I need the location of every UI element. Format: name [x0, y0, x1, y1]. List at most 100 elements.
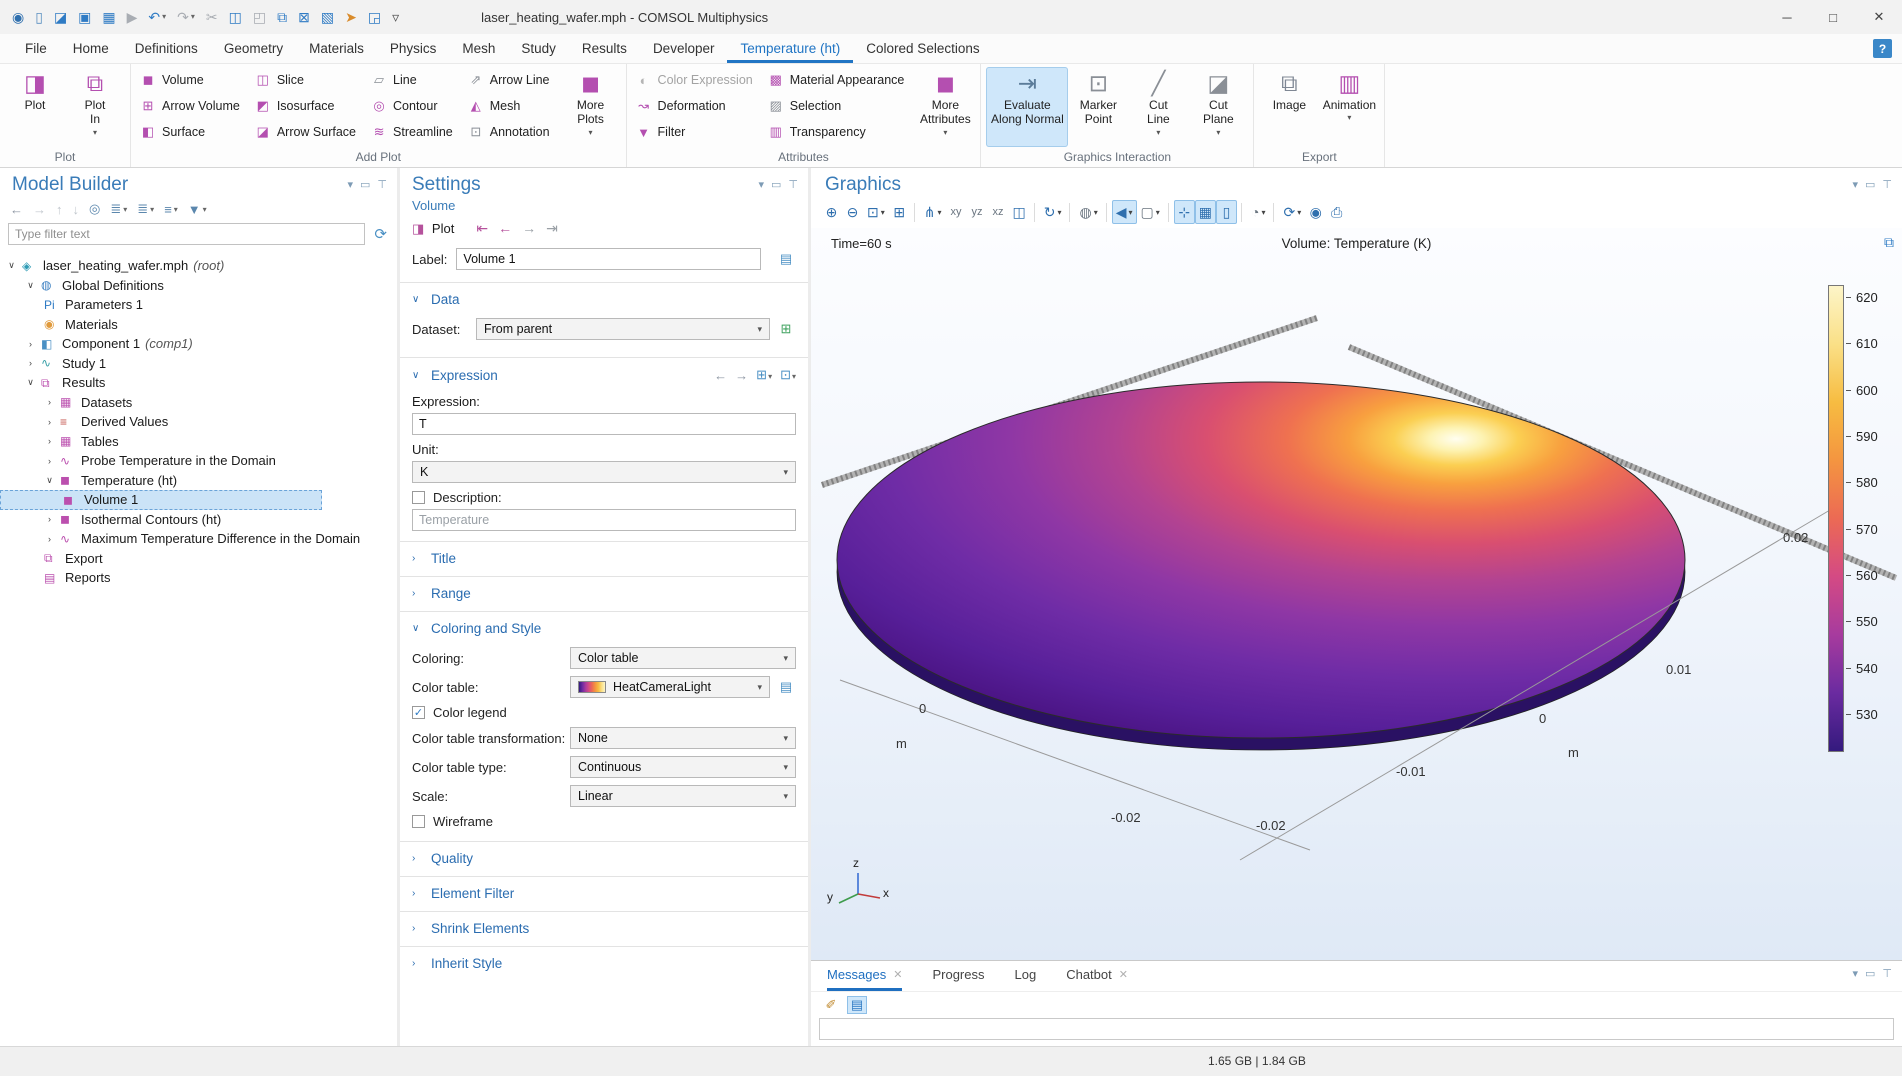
- ribbon-button-cut-line[interactable]: ╱ Cut Line ▾: [1128, 67, 1188, 147]
- plot-button[interactable]: ◨ Plot: [412, 221, 454, 237]
- menu-tab-study[interactable]: Study: [508, 34, 569, 63]
- tree-item-temperature-ht[interactable]: ∨ ◼ Temperature (ht): [0, 471, 322, 491]
- graphics-toolbar-button-zoom-out-icon[interactable]: ⊖: [842, 200, 863, 224]
- graphics-toolbar-button-view-xz-icon[interactable]: xz: [988, 200, 1009, 224]
- menu-tab-file[interactable]: File: [12, 34, 60, 63]
- expression-toolbar-button-prev-expression-icon[interactable]: ←: [714, 368, 727, 383]
- qat-button-comsol-logo-icon[interactable]: ◉: [12, 10, 24, 24]
- tree-item-global-definitions[interactable]: ∨ ◍ Global Definitions: [0, 276, 322, 296]
- window-button-maximize-icon[interactable]: □: [1810, 0, 1856, 34]
- menu-tab-results[interactable]: Results: [569, 34, 640, 63]
- tree-item-volume-1[interactable]: ◼ Volume 1: [0, 490, 322, 510]
- edit-color-table-icon[interactable]: ▤: [776, 677, 796, 697]
- panel-float-icon[interactable]: ▭: [1865, 180, 1875, 191]
- next-plot-icon[interactable]: →: [522, 220, 536, 237]
- qat-button-select-box-icon[interactable]: ▧: [321, 10, 334, 24]
- graphics-toolbar-button-transparency-cube-icon[interactable]: ▢▾: [1137, 200, 1164, 224]
- tree-item-derived-values[interactable]: › ≡ Derived Values: [0, 412, 322, 432]
- graphics-toolbar-button-go-to-view-icon[interactable]: ⋔▾: [920, 200, 946, 224]
- tree-filter-input[interactable]: [8, 223, 365, 245]
- qat-button-copy-icon[interactable]: ◫: [229, 10, 242, 24]
- unit-select[interactable]: K ▾: [412, 461, 796, 483]
- ribbon-button-arrow-line[interactable]: ⇗ Arrow Line: [464, 67, 559, 93]
- qat-button-toolbar-overflow-icon[interactable]: ▿: [392, 10, 399, 24]
- window-button-minimize-icon[interactable]: ─: [1764, 0, 1810, 34]
- ribbon-button-streamline[interactable]: ≋ Streamline: [367, 119, 462, 145]
- tree-item-probe-temperature-in-the-domain[interactable]: › ∿ Probe Temperature in the Domain: [0, 451, 322, 471]
- ribbon-button-material-appearance[interactable]: ▩ Material Appearance: [764, 67, 914, 93]
- plot-window-icon[interactable]: ⧉: [1884, 234, 1894, 251]
- tree-item-reports[interactable]: ▤ Reports: [0, 568, 322, 588]
- ribbon-button-isosurface[interactable]: ◩ Isosurface: [251, 93, 365, 119]
- ribbon-button-arrow-surface[interactable]: ◪ Arrow Surface: [251, 119, 365, 145]
- expression-input[interactable]: [412, 413, 796, 435]
- tree-expand-icon[interactable]: ›: [44, 436, 55, 446]
- ribbon-button-selection[interactable]: ▨ Selection: [764, 93, 914, 119]
- tree-expand-icon[interactable]: ›: [44, 514, 55, 524]
- section-header-coloring-and-style[interactable]: ∨ Coloring and Style: [412, 617, 796, 640]
- description-input[interactable]: [412, 509, 796, 531]
- bottom-tab-chatbot[interactable]: Chatbot ✕: [1066, 967, 1128, 991]
- panel-float-icon[interactable]: ▭: [771, 180, 781, 191]
- close-icon[interactable]: ✕: [1119, 968, 1128, 981]
- model-builder-toolbar-button-nav-back-icon[interactable]: ←: [10, 202, 23, 217]
- model-builder-toolbar-button-expand-all-icon[interactable]: ≣▾: [137, 201, 154, 217]
- ribbon-button-marker-point[interactable]: ⊡ Marker Point: [1068, 67, 1128, 147]
- graphics-toolbar-button-reset-view-icon[interactable]: ↻▾: [1040, 200, 1066, 224]
- tree-expand-icon[interactable]: ›: [44, 397, 55, 407]
- graphics-toolbar-button-zoom-extents-icon[interactable]: ⊞: [889, 200, 910, 224]
- tree-item-materials[interactable]: ◉ Materials: [0, 315, 322, 335]
- previous-plot-icon[interactable]: ←: [498, 220, 512, 237]
- tree-item-parameters-1[interactable]: Pi Parameters 1: [0, 295, 322, 315]
- graphics-toolbar-button-show-axes-icon[interactable]: ⊹: [1174, 200, 1195, 224]
- graphics-toolbar-button-camera-projection-icon[interactable]: ◫: [1009, 200, 1030, 224]
- section-header-expression[interactable]: ∨ Expression ←→⊞▾⊡▾: [412, 363, 796, 387]
- last-plot-icon[interactable]: ⇥: [546, 220, 558, 237]
- tree-item-export[interactable]: ⧉ Export: [0, 549, 322, 569]
- graphics-toolbar-button-show-color-legend-icon[interactable]: ▯: [1216, 200, 1237, 224]
- qat-button-redo-icon[interactable]: ↷▾: [177, 10, 195, 24]
- ribbon-button-filter[interactable]: ▼ Filter: [632, 119, 762, 145]
- coloring-select[interactable]: Color table ▾: [570, 647, 796, 669]
- qat-button-undo-icon[interactable]: ↶▾: [148, 10, 166, 24]
- graphics-toolbar-button-graphics-appearance-icon[interactable]: ◔▾: [1247, 200, 1269, 224]
- bottom-tab-progress[interactable]: Progress: [932, 967, 984, 991]
- first-plot-icon[interactable]: ⇤: [476, 220, 488, 237]
- graphics-toolbar-button-camera-snapshot-icon[interactable]: ◉: [1305, 200, 1326, 224]
- graphics-toolbar-button-zoom-in-icon[interactable]: ⊕: [821, 200, 842, 224]
- graphics-toolbar-button-zoom-box-icon[interactable]: ⊡▾: [863, 200, 889, 224]
- panel-pin-icon[interactable]: ⊤: [1882, 969, 1892, 980]
- tree-expand-icon[interactable]: ›: [44, 456, 55, 466]
- ribbon-button-volume[interactable]: ◼ Volume: [136, 67, 249, 93]
- graphics-toolbar-button-scene-settings-icon[interactable]: ◍▾: [1075, 200, 1101, 224]
- menu-tab-developer[interactable]: Developer: [640, 34, 728, 63]
- menu-tab-materials[interactable]: Materials: [296, 34, 377, 63]
- color-table-type-select[interactable]: Continuous ▾: [570, 756, 796, 778]
- dataset-select[interactable]: From parent ▾: [476, 318, 770, 340]
- menu-tab-colored-selections[interactable]: Colored Selections: [853, 34, 992, 63]
- ribbon-button-image[interactable]: ⧉ Image: [1259, 67, 1319, 147]
- tree-expand-icon[interactable]: ›: [25, 358, 36, 368]
- messages-toolbar-button-clear-messages-icon[interactable]: ✐: [821, 996, 841, 1014]
- tree-item-tables[interactable]: › ▦ Tables: [0, 432, 322, 452]
- tree-expand-icon[interactable]: ›: [25, 339, 36, 349]
- ribbon-button-arrow-volume[interactable]: ⊞ Arrow Volume: [136, 93, 249, 119]
- color-table-select[interactable]: HeatCameraLight ▾: [570, 676, 770, 698]
- qat-button-new-file-icon[interactable]: ▯: [35, 10, 43, 24]
- scale-select[interactable]: Linear ▾: [570, 785, 796, 807]
- ribbon-button-line[interactable]: ▱ Line: [367, 67, 462, 93]
- tree-expand-icon[interactable]: ∨: [6, 260, 17, 271]
- ribbon-button-animation[interactable]: ▥ Animation ▾: [1319, 67, 1379, 147]
- model-builder-toolbar-button-move-down-icon[interactable]: ↓: [73, 202, 80, 217]
- help-icon[interactable]: ?: [1873, 39, 1892, 58]
- ribbon-button-slice[interactable]: ◫ Slice: [251, 67, 365, 93]
- bottom-tab-log[interactable]: Log: [1015, 967, 1037, 991]
- ribbon-button-more-attributes[interactable]: ◼ More Attributes ▾: [915, 67, 975, 147]
- tree-expand-icon[interactable]: ›: [44, 417, 55, 427]
- model-builder-toolbar-button-move-up-icon[interactable]: ↑: [56, 202, 63, 217]
- expression-toolbar-button-replace-expression-icon[interactable]: ⊞▾: [756, 367, 772, 383]
- qat-button-delete-icon[interactable]: ⊠: [298, 10, 310, 24]
- tree-item-laser-heating-wafer-mph[interactable]: ∨ ◈ laser_heating_wafer.mph (root): [0, 256, 322, 276]
- ribbon-button-evaluate-along-normal[interactable]: ⇥ Evaluate Along Normal: [986, 67, 1068, 147]
- tree-item-study-1[interactable]: › ∿ Study 1: [0, 354, 322, 374]
